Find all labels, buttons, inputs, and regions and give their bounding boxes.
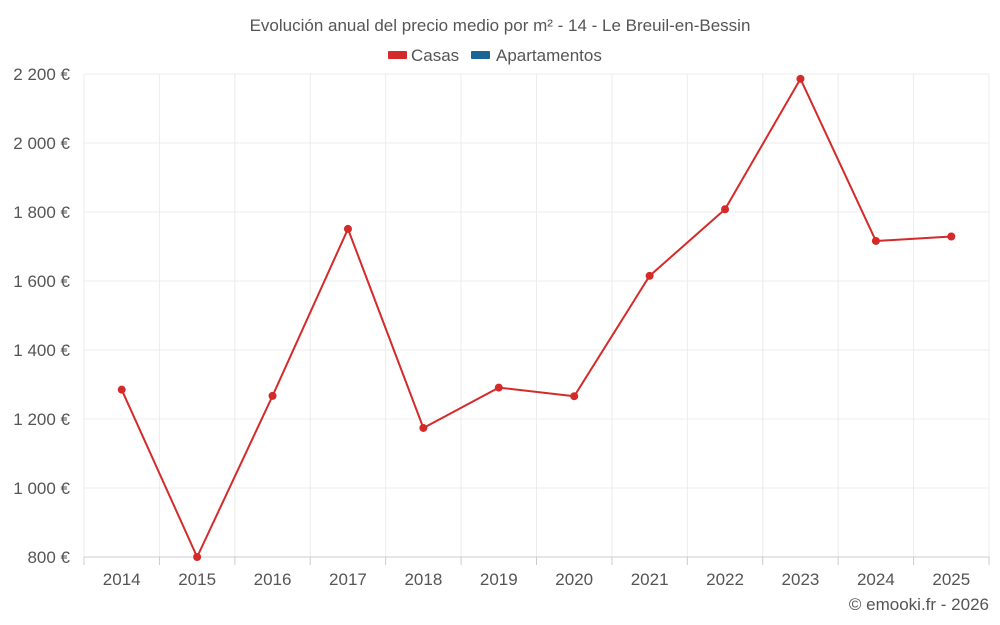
data-point[interactable] <box>796 74 805 83</box>
legend-item-apartamentos[interactable]: Apartamentos <box>471 46 602 65</box>
data-point[interactable] <box>570 392 579 401</box>
x-tick-label: 2019 <box>480 570 518 589</box>
data-point[interactable] <box>419 423 428 432</box>
grid <box>83 73 990 557</box>
x-tick-label: 2018 <box>404 570 442 589</box>
y-tick-label: 1 600 € <box>13 272 70 291</box>
legend-item-casas[interactable]: Casas <box>388 46 459 65</box>
x-tick-label: 2023 <box>782 570 820 589</box>
y-tick-label: 1 400 € <box>13 341 70 360</box>
data-point[interactable] <box>494 383 503 392</box>
data-point[interactable] <box>871 236 880 245</box>
x-tick-label: 2016 <box>254 570 292 589</box>
x-tick-label: 2017 <box>329 570 367 589</box>
legend-swatch-casas <box>388 51 407 59</box>
credit-text: © emooki.fr - 2026 <box>849 595 989 614</box>
data-point[interactable] <box>268 391 277 400</box>
y-tick-label: 1 000 € <box>13 479 70 498</box>
axes: 800 € 1 000 € 1 200 € 1 400 € 1 600 € 1 800 €… <box>13 65 990 589</box>
data-point[interactable] <box>645 271 654 280</box>
data-point[interactable] <box>193 553 202 561</box>
series-layer <box>117 74 956 561</box>
data-point[interactable] <box>721 205 730 214</box>
y-tick-label: 2 200 € <box>13 65 70 84</box>
y-tick-label: 2 000 € <box>13 134 70 153</box>
chart-title: Evolución anual del precio medio por m² … <box>250 16 751 35</box>
data-point[interactable] <box>117 385 126 394</box>
x-tick-label: 2014 <box>103 570 141 589</box>
legend-swatch-apartamentos <box>471 51 490 59</box>
legend: Casas Apartamentos <box>388 46 602 65</box>
y-tick-label: 1 200 € <box>13 410 70 429</box>
series-line-casas <box>120 77 952 558</box>
data-point[interactable] <box>343 224 352 233</box>
x-tick-label: 2020 <box>555 570 593 589</box>
legend-label-casas: Casas <box>411 46 459 65</box>
y-tick-label: 1 800 € <box>13 203 70 222</box>
y-tick-label: 800 € <box>27 548 70 567</box>
x-tick-label: 2021 <box>631 570 669 589</box>
x-tick-label: 2024 <box>857 570 895 589</box>
data-point[interactable] <box>947 232 956 241</box>
x-tick-label: 2022 <box>706 570 744 589</box>
x-tick-label: 2025 <box>932 570 970 589</box>
legend-label-apartamentos: Apartamentos <box>496 46 602 65</box>
x-tick-label: 2015 <box>178 570 216 589</box>
